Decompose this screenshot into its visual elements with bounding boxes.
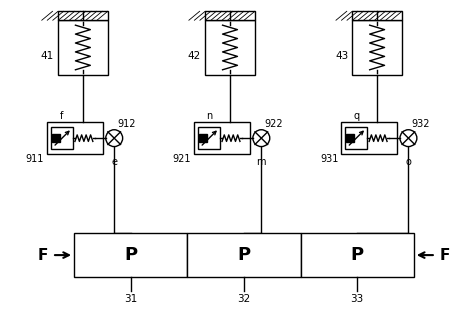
Bar	[341, 122, 397, 154]
Bar	[352, 11, 402, 20]
Text: 931: 931	[320, 154, 338, 164]
Bar	[187, 233, 301, 277]
Text: 31: 31	[124, 294, 137, 304]
Bar	[345, 127, 367, 149]
Bar	[301, 233, 414, 277]
Text: e: e	[111, 157, 117, 167]
Text: 32: 32	[237, 294, 250, 304]
Text: 912: 912	[117, 119, 136, 129]
Bar	[51, 127, 73, 149]
Bar	[205, 11, 255, 20]
Bar	[198, 127, 220, 149]
Bar	[194, 122, 250, 154]
Text: 911: 911	[26, 154, 44, 164]
Bar	[346, 134, 354, 142]
Text: 921: 921	[173, 154, 191, 164]
Text: 932: 932	[411, 119, 430, 129]
Text: 43: 43	[335, 51, 349, 61]
Bar	[199, 134, 207, 142]
Bar	[47, 122, 103, 154]
Bar	[58, 20, 108, 75]
Bar	[52, 134, 60, 142]
Bar	[205, 20, 255, 75]
Text: q: q	[353, 111, 359, 121]
Text: m: m	[257, 157, 266, 167]
Text: f: f	[60, 111, 64, 121]
Bar	[352, 20, 402, 75]
Text: 33: 33	[351, 294, 364, 304]
Text: 42: 42	[188, 51, 201, 61]
Text: 41: 41	[41, 51, 54, 61]
Bar	[58, 11, 108, 20]
Text: 922: 922	[264, 119, 283, 129]
Text: o: o	[406, 157, 411, 167]
Text: n: n	[206, 111, 212, 121]
Bar	[74, 233, 187, 277]
Text: F: F	[38, 248, 48, 263]
Text: P: P	[351, 246, 364, 264]
Text: P: P	[124, 246, 137, 264]
Text: P: P	[237, 246, 250, 264]
Text: F: F	[440, 248, 450, 263]
